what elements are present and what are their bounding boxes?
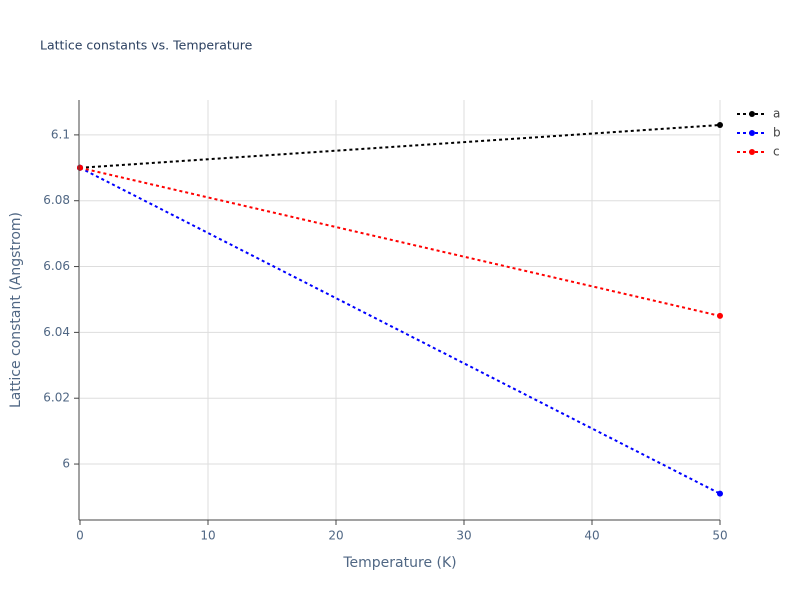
- chart-title: Lattice constants vs. Temperature: [40, 38, 253, 53]
- y-tick-label: 6.02: [43, 391, 70, 405]
- y-tick-label: 6.08: [43, 193, 70, 207]
- legend-marker: [749, 149, 755, 155]
- legend-label: c: [773, 145, 780, 159]
- legend-item: a: [737, 107, 780, 121]
- legend-item: c: [737, 145, 780, 159]
- x-axis-title: Temperature (K): [342, 555, 456, 571]
- x-tick-label: 10: [200, 529, 215, 543]
- x-tick-label: 0: [76, 529, 84, 543]
- data-point: [717, 312, 723, 319]
- legend-item: b: [737, 126, 781, 140]
- x-tick-label: 50: [712, 529, 727, 543]
- series-line: [79, 124, 721, 169]
- x-tick-label: 20: [328, 529, 343, 543]
- y-tick-label: 6.1: [51, 127, 70, 141]
- legend-label: a: [773, 107, 780, 121]
- y-tick-label: 6.06: [43, 259, 70, 273]
- legend-marker: [749, 130, 755, 136]
- plot-area: [77, 122, 723, 497]
- legend-marker: [749, 111, 755, 117]
- y-tick-label: 6.04: [43, 325, 70, 339]
- legend-label: b: [773, 126, 781, 140]
- x-tick-label: 40: [584, 529, 599, 543]
- series-line: [79, 166, 721, 317]
- data-point: [77, 164, 83, 171]
- y-axis-title: Lattice constant (Angstrom): [8, 212, 24, 408]
- data-point: [717, 490, 723, 497]
- data-point: [717, 122, 723, 129]
- series-line: [79, 166, 721, 495]
- y-tick-label: 6: [62, 457, 70, 471]
- x-tick-label: 30: [456, 529, 471, 543]
- grid: [80, 100, 721, 520]
